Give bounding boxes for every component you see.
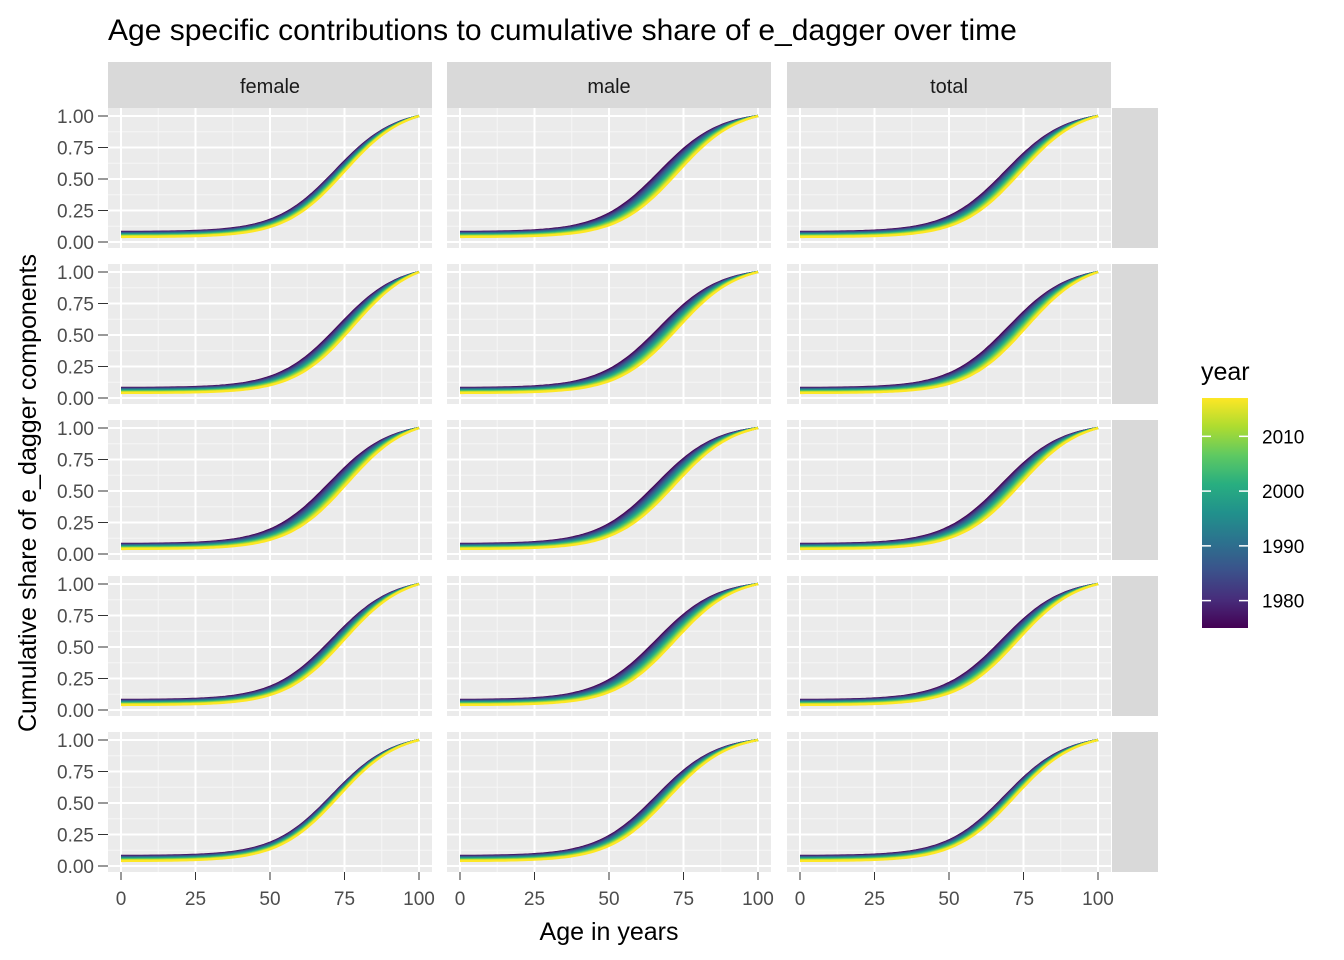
x-tick-label: 50 xyxy=(938,889,959,910)
y-tick-label: 0.50 xyxy=(57,638,94,659)
panel-Japan-female xyxy=(108,420,432,560)
x-axis-title: Age in years xyxy=(540,918,679,946)
strip-USA xyxy=(1112,732,1158,872)
y-tick-label: 0.75 xyxy=(57,295,94,316)
legend-tick-label: 2010 xyxy=(1262,427,1304,448)
y-tick-label: 0.75 xyxy=(57,763,94,784)
x-tick-label: 25 xyxy=(864,889,885,910)
y-tick-label: 0.25 xyxy=(57,670,94,691)
y-tick-label: 0.50 xyxy=(57,326,94,347)
y-tick-label: 1.00 xyxy=(57,575,94,596)
y-tick-label: 1.00 xyxy=(57,419,94,440)
panel-France-total xyxy=(787,264,1111,404)
x-tick-label: 75 xyxy=(334,889,355,910)
panel-USA-total: 0 25 50 75 100 xyxy=(787,732,1114,910)
legend-tick-label: 1990 xyxy=(1262,537,1304,558)
y-tick-label: 0.00 xyxy=(57,389,94,410)
strip-label-total: total xyxy=(930,76,968,98)
y-tick-label: 0.00 xyxy=(57,233,94,254)
strip-label-female: female xyxy=(240,76,300,98)
x-tick-label: 25 xyxy=(185,889,206,910)
legend-tick-label: 1980 xyxy=(1262,592,1304,613)
panel-USA-male: 0 25 50 75 100 xyxy=(447,732,774,910)
legend-tick-label: 2000 xyxy=(1262,482,1304,503)
y-tick-label: 1.00 xyxy=(57,731,94,752)
panel-Canada-total xyxy=(787,108,1111,248)
strip-label-male: male xyxy=(587,76,630,98)
x-tick-label: 100 xyxy=(742,889,774,910)
panel-Canada-male xyxy=(447,108,771,248)
chart-title: Age specific contributions to cumulative… xyxy=(108,14,1017,47)
x-tick-label: 0 xyxy=(795,889,806,910)
panel-United Kingdom-female xyxy=(108,576,432,716)
y-tick-label: 0.25 xyxy=(57,826,94,847)
y-tick-label: 1.00 xyxy=(57,263,94,284)
x-tick-label: 50 xyxy=(598,889,619,910)
y-tick-label: 0.50 xyxy=(57,482,94,503)
panel-Japan-male xyxy=(447,420,771,560)
x-tick-label: 75 xyxy=(673,889,694,910)
panel-Canada-female xyxy=(108,108,432,248)
x-tick-label: 0 xyxy=(455,889,466,910)
y-axis-title: Cumulative share of e_dagger components xyxy=(14,254,42,732)
y-tick-label: 0.00 xyxy=(57,701,94,722)
x-tick-label: 100 xyxy=(1082,889,1114,910)
x-tick-label: 0 xyxy=(116,889,127,910)
y-tick-label: 0.50 xyxy=(57,170,94,191)
legend-title: year xyxy=(1201,358,1250,386)
x-tick-label: 25 xyxy=(524,889,545,910)
y-tick-label: 0.00 xyxy=(57,857,94,878)
panel-United Kingdom-male xyxy=(447,576,771,716)
strip-France xyxy=(1112,264,1158,404)
y-tick-label: 0.75 xyxy=(57,451,94,472)
panel-France-male xyxy=(447,264,771,404)
strip-Canada xyxy=(1112,108,1158,248)
strip-United Kingdom xyxy=(1112,576,1158,716)
y-tick-label: 1.00 xyxy=(57,107,94,128)
panel-United Kingdom-total xyxy=(787,576,1111,716)
y-tick-label: 0.75 xyxy=(57,607,94,628)
facet-panels: femalemaletotalCanada0.000.250.500.751.0… xyxy=(57,62,1158,910)
x-tick-label: 100 xyxy=(403,889,435,910)
x-tick-label: 75 xyxy=(1013,889,1034,910)
year-legend: year 1980 1990 2000 2010 xyxy=(1201,358,1304,628)
y-tick-label: 0.25 xyxy=(57,202,94,223)
y-tick-label: 0.25 xyxy=(57,514,94,535)
y-tick-label: 0.00 xyxy=(57,545,94,566)
y-tick-label: 0.50 xyxy=(57,794,94,815)
y-tick-label: 0.75 xyxy=(57,139,94,160)
y-tick-label: 0.25 xyxy=(57,358,94,379)
panel-Japan-total xyxy=(787,420,1111,560)
strip-Japan xyxy=(1112,420,1158,560)
legend-colorbar xyxy=(1202,398,1248,628)
x-tick-label: 50 xyxy=(259,889,280,910)
panel-USA-female: 0 25 50 75 100 xyxy=(108,732,435,910)
panel-France-female xyxy=(108,264,432,404)
